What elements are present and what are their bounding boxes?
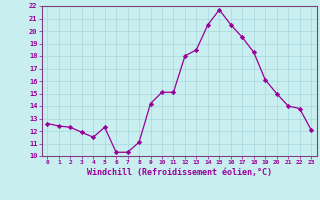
X-axis label: Windchill (Refroidissement éolien,°C): Windchill (Refroidissement éolien,°C) xyxy=(87,168,272,177)
